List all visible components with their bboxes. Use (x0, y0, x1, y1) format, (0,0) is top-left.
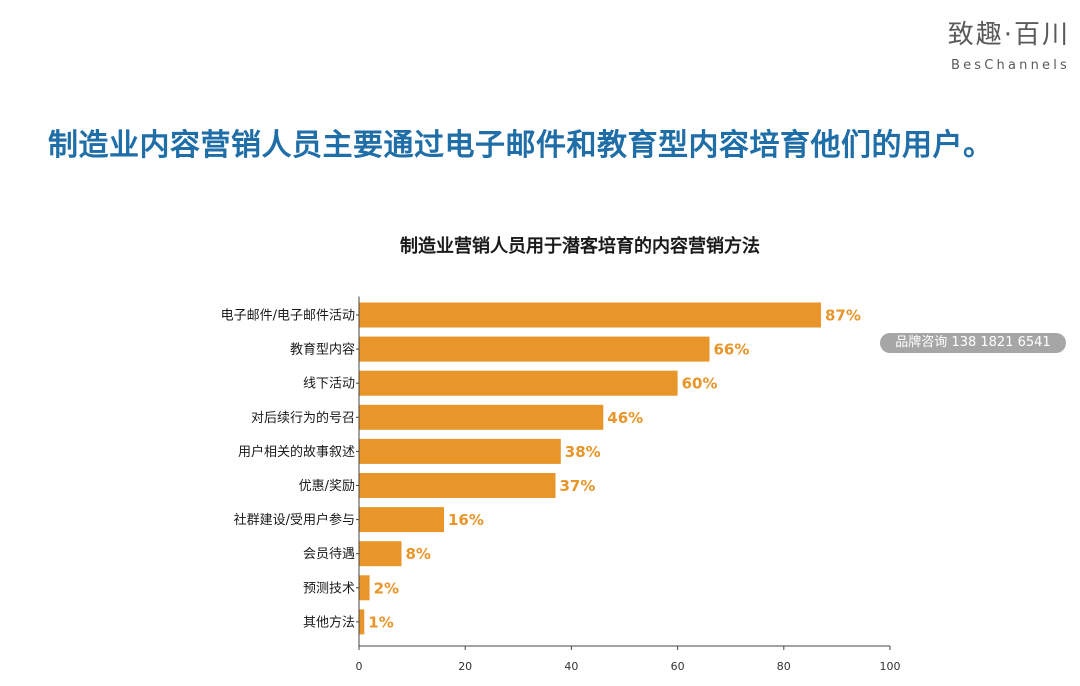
brand-logo: 致趣·百川 BesChannels (920, 18, 1070, 73)
category-label: 会员待遇 (303, 547, 355, 562)
bar (359, 609, 365, 635)
x-tick-label: 60 (671, 660, 685, 673)
value-label: 46% (607, 409, 643, 427)
category-label: 用户相关的故事叙述 (238, 444, 355, 460)
value-label: 87% (825, 307, 861, 325)
bar (359, 370, 678, 396)
category-label: 教育型内容 (290, 342, 355, 358)
value-label: 66% (714, 341, 750, 359)
bar (359, 404, 604, 430)
category-label: 对后续行为的号召 (251, 410, 355, 426)
value-label: 37% (560, 477, 596, 495)
category-label: 社群建设/受用户参与 (234, 512, 355, 528)
bar (359, 507, 444, 533)
x-tick-label: 20 (458, 660, 472, 673)
value-label: 38% (565, 443, 601, 461)
bar (359, 575, 370, 601)
category-label: 其他方法 (303, 614, 355, 630)
value-label: 2% (374, 579, 399, 597)
bar (359, 336, 710, 362)
x-tick-label: 100 (880, 660, 901, 673)
bar (359, 302, 821, 328)
bar (359, 438, 561, 464)
bar (359, 541, 402, 567)
category-label: 电子邮件/电子邮件活动 (221, 309, 355, 324)
x-tick-label: 0 (356, 660, 363, 673)
x-tick-label: 40 (564, 660, 578, 673)
page-headline: 制造业内容营销人员主要通过电子邮件和教育型内容培育他们的用户。 (48, 128, 994, 163)
brand-name-cn: 致趣·百川 (947, 20, 1070, 50)
value-label: 8% (406, 545, 431, 563)
brand-name-en: BesChannels (950, 58, 1070, 73)
chart-title: 制造业营销人员用于潜客培育的内容营销方法 (400, 236, 760, 257)
category-label: 预测技术 (303, 581, 355, 596)
category-label: 优惠/奖励 (299, 479, 355, 494)
bar (359, 473, 556, 498)
value-label: 16% (448, 511, 484, 529)
value-label: 60% (682, 375, 718, 393)
category-label: 线下活动 (303, 377, 355, 392)
value-label: 1% (368, 613, 393, 631)
contact-watermark: 品牌咨询 138 1821 6541 (880, 333, 1066, 353)
x-tick-label: 80 (777, 660, 791, 673)
